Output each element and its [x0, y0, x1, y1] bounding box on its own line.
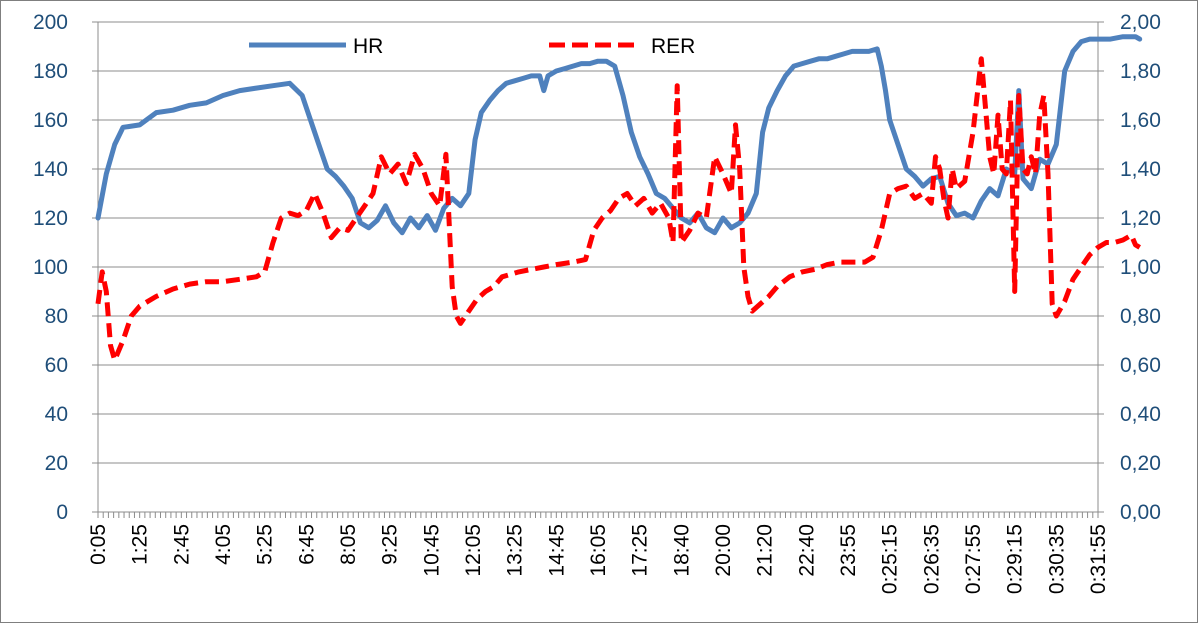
y-right-tick-label: 1,80 — [1120, 60, 1161, 83]
x-tick-label: 0:26:35 — [920, 524, 943, 594]
x-tick-label: 0:29:15 — [1004, 524, 1027, 594]
y-left-tick-label: 40 — [45, 403, 68, 426]
x-tick-label: 4:05 — [212, 524, 235, 565]
x-tick-label: 9:25 — [379, 524, 402, 565]
x-tick-label: 8:05 — [337, 524, 360, 565]
x-tick-label: 0:27:55 — [962, 524, 985, 594]
y-left-tick-label: 60 — [45, 354, 68, 377]
series-line-hr — [95, 34, 1143, 236]
x-tick-label: 5:25 — [254, 524, 277, 565]
y-left-tick-label: 0 — [56, 501, 68, 524]
series-lines — [95, 34, 1143, 363]
y-right-tick-label: 1,60 — [1120, 109, 1161, 132]
y-left-tick-label: 180 — [33, 60, 68, 83]
y-left-tick-label: 80 — [45, 305, 68, 328]
x-tick-label: 1:25 — [129, 524, 152, 565]
x-tick-label: 0:05 — [87, 524, 110, 565]
x-tick-label: 18:40 — [670, 524, 693, 577]
y-left-tick-label: 120 — [33, 207, 68, 230]
y-right-tick-label: 1,20 — [1120, 207, 1161, 230]
x-tick-label: 22:40 — [795, 524, 818, 577]
x-tick-label: 13:25 — [504, 524, 527, 577]
y-left-tick-label: 160 — [33, 109, 68, 132]
y-right-tick-label: 0,60 — [1120, 354, 1161, 377]
y-right-tick-label: 0,40 — [1120, 403, 1161, 426]
legend: HR RER — [249, 35, 695, 58]
x-tick-label: 14:45 — [545, 524, 568, 577]
x-tick-label: 0:25:15 — [879, 524, 902, 594]
y-left-tick-label: 200 — [33, 11, 68, 34]
y-right-tick-label: 1,40 — [1120, 158, 1161, 181]
x-tick-label: 17:25 — [629, 524, 652, 577]
x-tick-label: 16:05 — [587, 524, 610, 577]
y-left-tick-label: 100 — [33, 256, 68, 279]
axes: 0 20 40 60 80 100 120 140 160 180 200 0,00 0,20 0,40 0… — [33, 11, 1161, 594]
x-tick-label: 12:05 — [462, 524, 485, 577]
y-left-tick-label: 20 — [45, 452, 68, 475]
y-right-tick-label: 0,20 — [1120, 452, 1161, 475]
y-right-tick-label: 0,80 — [1120, 305, 1161, 328]
x-tick-label: 23:55 — [837, 524, 860, 577]
x-tick-label: 0:31:55 — [1087, 524, 1110, 594]
y-right-tick-label: 2,00 — [1120, 11, 1161, 34]
gridlines — [98, 21, 1098, 513]
legend-label-hr: HR — [353, 35, 383, 58]
x-tick-label: 21:20 — [754, 524, 777, 577]
y-right-tick-label: 0,00 — [1120, 501, 1161, 524]
y-left-tick-label: 140 — [33, 158, 68, 181]
x-tick-label: 20:00 — [712, 524, 735, 577]
x-tick-label: 6:45 — [295, 524, 318, 565]
legend-label-rer: RER — [651, 35, 695, 58]
x-tick-label: 10:45 — [420, 524, 443, 577]
y-right-tick-label: 1,00 — [1120, 256, 1161, 279]
x-tick-label: 2:45 — [170, 524, 193, 565]
x-tick-label: 0:30:35 — [1045, 524, 1068, 594]
series-line-rer — [95, 56, 1141, 363]
